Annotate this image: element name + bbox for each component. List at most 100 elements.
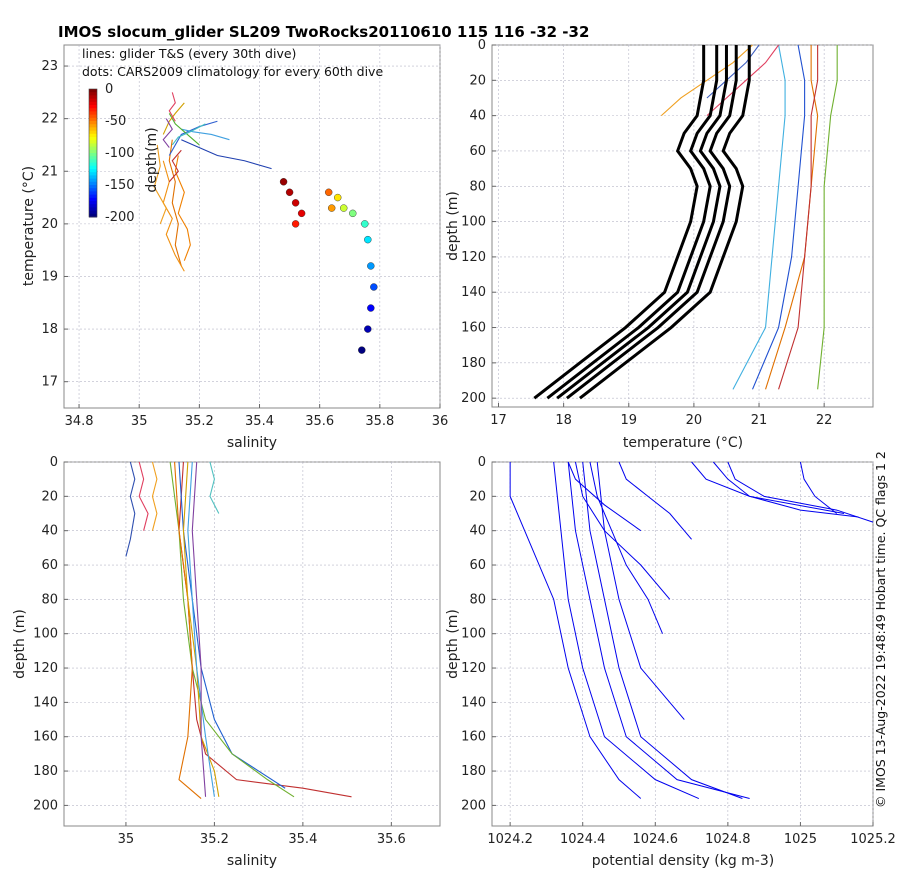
ts-colorbar-segment — [89, 140, 97, 144]
ts-climatology-dot — [291, 220, 300, 228]
ts-colorbar-segment — [89, 130, 97, 135]
ts-climatology-dot — [367, 262, 375, 270]
dd-glider-profile — [691, 461, 845, 515]
dens_depth-xtick-label: 1024.2 — [487, 832, 533, 847]
td-glider-profile — [778, 45, 819, 390]
sd-glider-profile — [169, 461, 295, 798]
ts-colorbar-segment — [89, 169, 97, 173]
dens_depth-ytick-label: 140 — [461, 695, 486, 710]
dens_depth-ytick-label: 160 — [461, 730, 486, 745]
figure-title: IMOS slocum_glider SL209 TwoRocks2011061… — [58, 23, 589, 41]
td-glider-profile — [660, 44, 753, 117]
temp_depth-ytick-label: 80 — [469, 179, 486, 194]
dens_depth-ytick-label: 200 — [461, 798, 486, 813]
dens_depth-ytick-label: 60 — [469, 558, 486, 573]
sal_depth-ytick-label: 200 — [33, 798, 58, 813]
sd-glider-profile — [191, 461, 207, 797]
sd-xlabel: salinity — [227, 853, 277, 869]
ts-colorbar-segment — [89, 149, 97, 154]
ts-legend-line-1: lines: glider T&S (every 30th dive) — [82, 46, 296, 61]
td-plot-area — [491, 44, 874, 408]
sd-glider-profile — [187, 461, 215, 797]
ts-colorbar-tick-label: -200 — [105, 210, 135, 225]
dd-glider-profile — [727, 461, 874, 523]
ts-xtick-label: 35.6 — [305, 414, 334, 429]
ts-colorbar-segment — [89, 105, 97, 109]
ts-colorbar-segment — [89, 114, 97, 119]
sal_depth-ytick-label: 40 — [41, 524, 58, 539]
td-climatology-profile — [565, 45, 738, 400]
dens_depth-xtick-label: 1024.4 — [560, 832, 606, 847]
dens_depth-ytick-label: 120 — [461, 661, 486, 676]
ts-climatology-dot — [285, 188, 294, 197]
ts-colorbar-segment — [89, 101, 97, 106]
td-glider-profile — [765, 45, 819, 390]
sd-ticks: 35 35.2 35.4 35.6 0 20 40 60 80 100 120 140 160 180 20… — [33, 455, 406, 847]
td-ticks: 17 18 19 20 21 22 0 20 40 60 80 100 120 140 160 180 200 — [461, 38, 832, 428]
sd-grid — [64, 461, 440, 826]
ts-xlabel: salinity — [227, 435, 277, 451]
temp_depth-ytick-label: 0 — [478, 38, 486, 53]
salinity-depth-panel: 35 35.2 35.4 35.6 0 20 40 60 80 100 120 140 160 180 20… — [12, 455, 441, 869]
density-depth-panel: 1024.2 1024.4 1024.6 1024.8 1025 1025.2 0 20 40 6… — [445, 455, 896, 869]
ts-colorbar-segment — [89, 213, 97, 218]
ts-colorbar-segment — [89, 197, 97, 202]
ts-colorbar-segment — [89, 89, 97, 93]
ts-colorbar-tick-label: -150 — [105, 178, 135, 193]
sal_depth-ytick-label: 120 — [33, 661, 58, 676]
ts-glider-line — [168, 149, 182, 183]
ts-colorbar-tick-label: -50 — [105, 114, 126, 129]
ts-xtick-label: 35.4 — [245, 414, 274, 429]
td-glider-profile — [817, 45, 838, 390]
td-grid — [492, 44, 873, 407]
sal_depth-xtick-label: 35.6 — [377, 832, 406, 847]
td-glider-profile — [732, 44, 786, 390]
ts-colorbar-segment — [89, 127, 97, 132]
ts-ytick-label: 20 — [41, 217, 58, 232]
dens_depth-ytick-label: 40 — [469, 524, 486, 539]
td-climatology-profile — [533, 45, 706, 400]
ts-ytick-label: 18 — [41, 322, 58, 337]
ts-colorbar-segment — [89, 188, 97, 192]
temp_depth-ytick-label: 60 — [469, 144, 486, 159]
ts-colorbar-segment — [89, 143, 97, 148]
sd-marks — [125, 461, 352, 799]
ts-colorbar-segment — [89, 181, 97, 186]
td-climatology-profile — [579, 45, 751, 400]
dd-glider-profile — [574, 461, 671, 600]
sd-glider-profile — [174, 461, 202, 799]
dd-glider-profile — [589, 461, 664, 634]
dens_depth-ytick-label: 180 — [461, 764, 486, 779]
sal_depth-ytick-label: 20 — [41, 489, 58, 504]
dd-glider-profile — [582, 461, 743, 799]
ts-colorbar-segment — [89, 111, 97, 116]
temp_depth-ytick-label: 160 — [461, 321, 486, 336]
sal_depth-xtick-label: 35.2 — [200, 832, 229, 847]
dd-glider-profile — [712, 461, 859, 518]
ts-xtick-label: 36 — [432, 414, 449, 429]
dd-grid — [492, 461, 874, 826]
td-marks — [533, 44, 838, 400]
td-glider-profile — [752, 44, 806, 390]
ts-colorbar-segment — [89, 178, 97, 183]
ts-colorbar-segment — [89, 185, 97, 189]
dd-ylabel: depth (m) — [445, 609, 461, 679]
sal_depth-ytick-label: 80 — [41, 592, 58, 607]
sal_depth-ytick-label: 180 — [33, 764, 58, 779]
ts-grid — [64, 45, 441, 408]
dd-xlabel: potential density (kg m-3) — [592, 853, 774, 869]
ts-glider-line — [181, 128, 230, 141]
ts-ytick-label: 23 — [41, 59, 58, 74]
ts-glider-line — [168, 92, 176, 122]
dd-glider-profile — [596, 461, 685, 720]
temp_depth-ytick-label: 20 — [469, 73, 486, 88]
dens_depth-xtick-label: 1025 — [784, 832, 817, 847]
td-glider-profile — [706, 44, 780, 117]
ts-glider-line — [168, 139, 182, 267]
ts-xtick-label: 35 — [131, 414, 148, 429]
ts-colorbar-segment — [89, 156, 97, 160]
ts-colorbar-segment — [89, 108, 97, 112]
temp_depth-xtick-label: 20 — [686, 413, 703, 428]
ts-climatology-dot — [279, 178, 288, 186]
